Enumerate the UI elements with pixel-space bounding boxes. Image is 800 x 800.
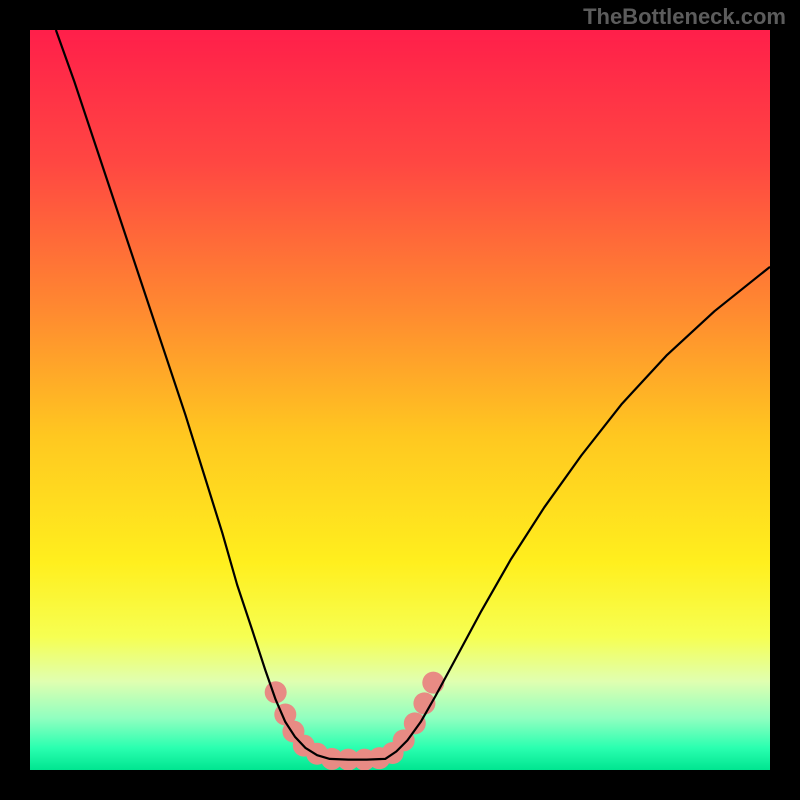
watermark-text: TheBottleneck.com — [583, 4, 786, 30]
plot-svg — [30, 30, 770, 770]
gradient-background — [30, 30, 770, 770]
chart-container: TheBottleneck.com — [0, 0, 800, 800]
marker-dot — [422, 672, 444, 694]
